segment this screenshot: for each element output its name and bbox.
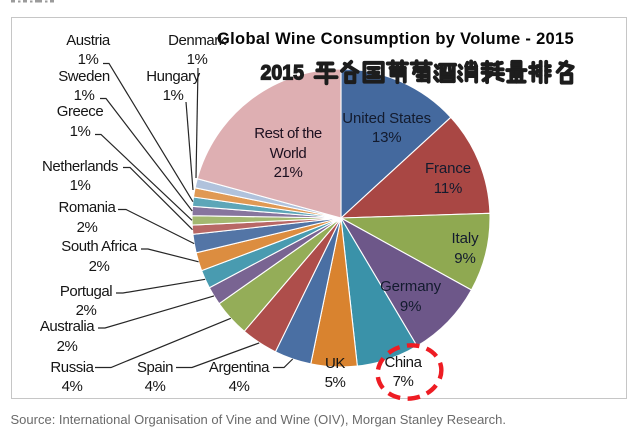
svg-text:2015: 2015 xyxy=(261,61,305,84)
